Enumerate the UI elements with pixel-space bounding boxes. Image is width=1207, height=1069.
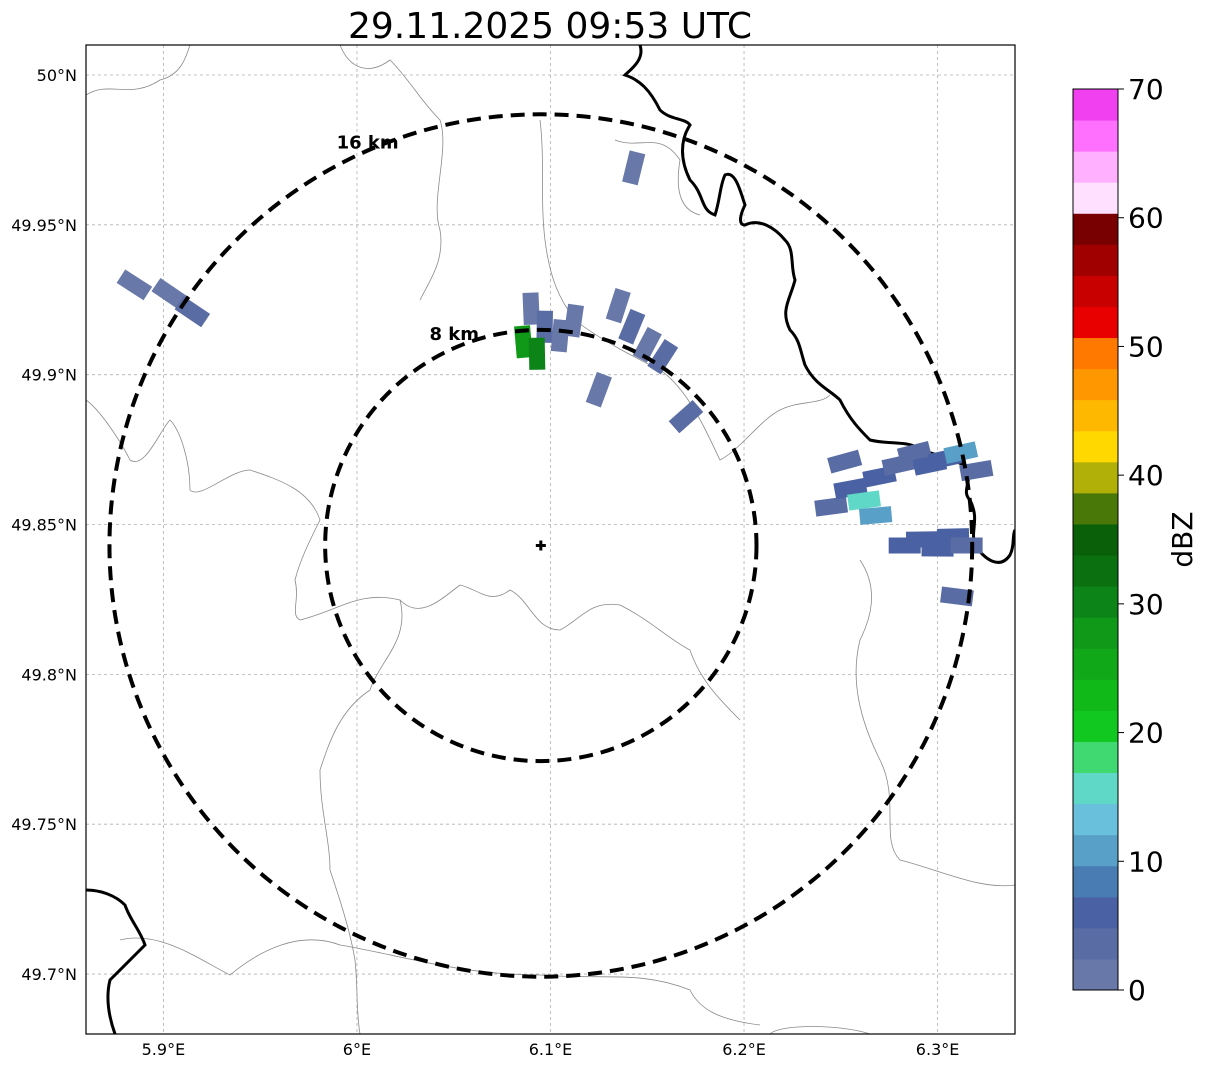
colorbar-bin xyxy=(1073,182,1118,214)
longitude-tick-label: 6°E xyxy=(343,1040,371,1059)
colorbar-bin xyxy=(1073,151,1118,183)
longitude-tick-label: 5.9°E xyxy=(142,1040,186,1059)
colorbar-bin xyxy=(1073,120,1118,152)
colorbar-frame xyxy=(1072,88,1119,991)
national-border xyxy=(622,45,1015,564)
dbz-colorbar: 0 10 20 30 40 50 60 70 dBZ xyxy=(1072,73,1199,1007)
colorbar-tick-label: 0 xyxy=(1128,974,1146,1007)
colorbar-tick-label: 70 xyxy=(1128,73,1164,106)
border-line xyxy=(86,45,191,96)
radar-echo-cell xyxy=(536,310,553,343)
colorbar-bin xyxy=(1073,492,1118,525)
radar-echo-cell xyxy=(116,269,153,301)
radar-site-cross xyxy=(535,540,546,551)
longitude-tick-label: 6.3°E xyxy=(916,1040,960,1059)
colorbar-bin xyxy=(1073,648,1118,680)
colorbar-bin xyxy=(1073,523,1118,556)
colorbar-bin xyxy=(1073,617,1118,649)
colorbar-tick-label: 20 xyxy=(1128,717,1164,750)
colorbar-bin xyxy=(1073,244,1118,276)
radar-echo-cell xyxy=(827,449,863,474)
latitude-tick-label: 49.95°N xyxy=(11,216,77,235)
radar-echo-cell xyxy=(151,278,187,310)
colorbar-bin xyxy=(1073,89,1118,121)
colorbar-bin xyxy=(1073,958,1118,991)
longitude-tick-label: 6.1°E xyxy=(529,1040,573,1059)
colorbar-bin xyxy=(1073,834,1118,867)
border-line xyxy=(339,45,444,301)
colorbar-bin xyxy=(1073,679,1118,711)
radar-echo-cell xyxy=(943,441,979,464)
latitude-tick-label: 49.9°N xyxy=(21,366,77,385)
radar-site-marker xyxy=(535,540,546,551)
colorbar-bin xyxy=(1073,741,1118,774)
border-line xyxy=(86,399,321,621)
colorbar-bin xyxy=(1073,586,1118,618)
border-line xyxy=(319,599,403,1034)
colorbar-tick-label: 10 xyxy=(1128,845,1164,878)
colorbar-bin xyxy=(1073,337,1118,370)
radar-echo-cell xyxy=(528,337,546,370)
colorbar-bin xyxy=(1073,555,1118,587)
radar-echo-cell xyxy=(632,326,662,363)
latitude-tick-label: 49.75°N xyxy=(11,815,77,834)
colorbar-bin xyxy=(1073,368,1118,401)
colorbar-tick-label: 50 xyxy=(1128,330,1164,363)
colorbar-bin xyxy=(1073,865,1118,898)
border-line xyxy=(769,1026,871,1034)
radar-echo-cell xyxy=(622,150,646,186)
colorbar-bin xyxy=(1073,803,1118,836)
range-ring xyxy=(323,327,759,764)
colorbar-tick-label: 60 xyxy=(1128,202,1164,235)
colorbar-bin xyxy=(1073,275,1118,307)
radar-echo-cell xyxy=(585,371,612,408)
border-line xyxy=(614,139,701,216)
map-plot-area: 8 km 16 km xyxy=(86,45,1015,1034)
radar-echo-cell xyxy=(563,303,584,338)
colorbar-tick-label: 30 xyxy=(1128,588,1164,621)
radar-echo-cell xyxy=(605,287,631,324)
radar-echo-cell xyxy=(668,400,704,434)
longitude-tick-label: 6.2°E xyxy=(722,1040,766,1059)
colorbar-bin xyxy=(1073,927,1118,960)
range-rings: 8 km 16 km xyxy=(107,112,975,979)
colorbar-bin xyxy=(1073,896,1118,929)
range-ring xyxy=(107,112,975,979)
radar-echo-cell xyxy=(618,308,646,345)
map-frame xyxy=(85,44,1016,1035)
national-border xyxy=(86,888,147,1034)
radar-echo-cell xyxy=(940,586,974,607)
colorbar-bin xyxy=(1073,399,1118,432)
colorbar-bin xyxy=(1073,461,1118,494)
radar-echo-cell xyxy=(522,292,540,325)
colorbar-tick-label: 40 xyxy=(1128,459,1164,492)
radar-echo-cell xyxy=(847,490,881,511)
range-ring-label: 8 km xyxy=(429,324,479,345)
radar-echo-cell xyxy=(514,325,533,359)
latitude-tick-label: 50°N xyxy=(37,66,77,85)
colorbar-bin xyxy=(1073,306,1118,339)
range-ring-label: 16 km xyxy=(337,132,399,153)
colorbar-bin xyxy=(1073,710,1118,742)
colorbar-bin xyxy=(1073,430,1118,463)
radar-echo-cell xyxy=(647,338,679,375)
colorbar-bin xyxy=(1073,772,1118,805)
radar-echo-cell xyxy=(959,459,994,482)
colorbar-bin xyxy=(1073,213,1118,245)
colorbar-label: dBZ xyxy=(1166,511,1199,567)
border-line xyxy=(855,559,1015,887)
latitude-tick-label: 49.8°N xyxy=(21,665,77,684)
map-title: 29.11.2025 09:53 UTC xyxy=(348,6,752,47)
radar-echo-cell xyxy=(814,496,849,517)
latitude-tick-label: 49.7°N xyxy=(21,965,77,984)
longitude-tick-labels: 5.9°E 6°E 6.1°E 6.2°E 6.3°E xyxy=(142,1040,960,1059)
latitude-tick-labels: 50°N 49.95°N 49.9°N 49.85°N 49.8°N 49.75°N 49.… xyxy=(11,66,77,984)
latitude-tick-label: 49.85°N xyxy=(11,516,77,535)
radar-echo-cell xyxy=(859,506,893,525)
radar-echo-cell xyxy=(950,537,983,554)
